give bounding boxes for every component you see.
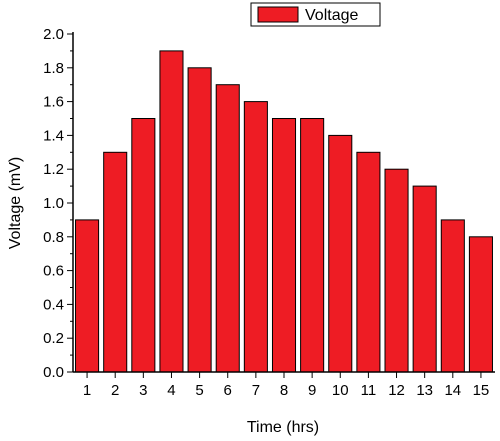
bar-3 [131,118,156,373]
bar-6 [215,84,240,373]
legend-swatch [257,6,299,23]
y-tick-label: 1.6 [43,94,64,111]
y-tick-label: 2.0 [43,26,64,43]
bar-4 [159,50,184,373]
legend: Voltage [250,2,381,27]
x-tick-label: 8 [280,382,288,399]
legend-label: Voltage [305,7,358,24]
bar-10 [328,134,353,373]
axes-group [67,32,495,378]
x-tick-label: 2 [111,382,119,399]
x-tick-label: 7 [252,382,260,399]
x-tick-label: 1 [83,382,91,399]
x-tick-label: 6 [224,382,232,399]
x-tick-label: 3 [139,382,147,399]
x-tick-label: 4 [167,382,175,399]
bar-11 [356,151,381,373]
tick-labels-group: 0.00.20.40.60.81.01.21.41.61.82.01 2 3 4 5 6 7… [43,26,489,399]
x-axis-title: Time (hrs) [247,419,319,436]
x-tick-label: 5 [195,382,203,399]
y-tick-label: 1.8 [43,60,64,77]
x-tick-label: 9 [308,382,316,399]
y-tick-label: 0.6 [43,263,64,280]
x-tick-label: 13 [416,382,433,399]
bars-group [75,50,493,373]
y-tick-label: 0.0 [43,364,64,381]
bar-5 [187,67,212,373]
y-tick-label: 1.2 [43,161,64,178]
bar-9 [300,118,325,373]
bar-12 [384,168,409,373]
x-tick-label: 12 [388,382,405,399]
bar-7 [243,101,268,373]
x-tick-label: 10 [332,382,349,399]
bar-15 [468,236,493,373]
y-tick-label: 0.4 [43,296,64,313]
y-tick-label: 0.8 [43,229,64,246]
y-tick-label: 1.4 [43,127,64,144]
x-tick-label: 15 [473,382,490,399]
y-tick-label: 0.2 [43,330,64,347]
y-axis-title: Voltage (mV) [7,157,24,249]
bar-8 [271,118,297,373]
y-tick-label: 1.0 [43,195,64,212]
x-tick-label: 11 [361,382,377,399]
bar-2 [103,151,128,373]
x-tick-label: 14 [444,382,461,399]
bar-14 [440,219,465,373]
bar-1 [75,219,100,373]
bar-13 [412,185,437,373]
